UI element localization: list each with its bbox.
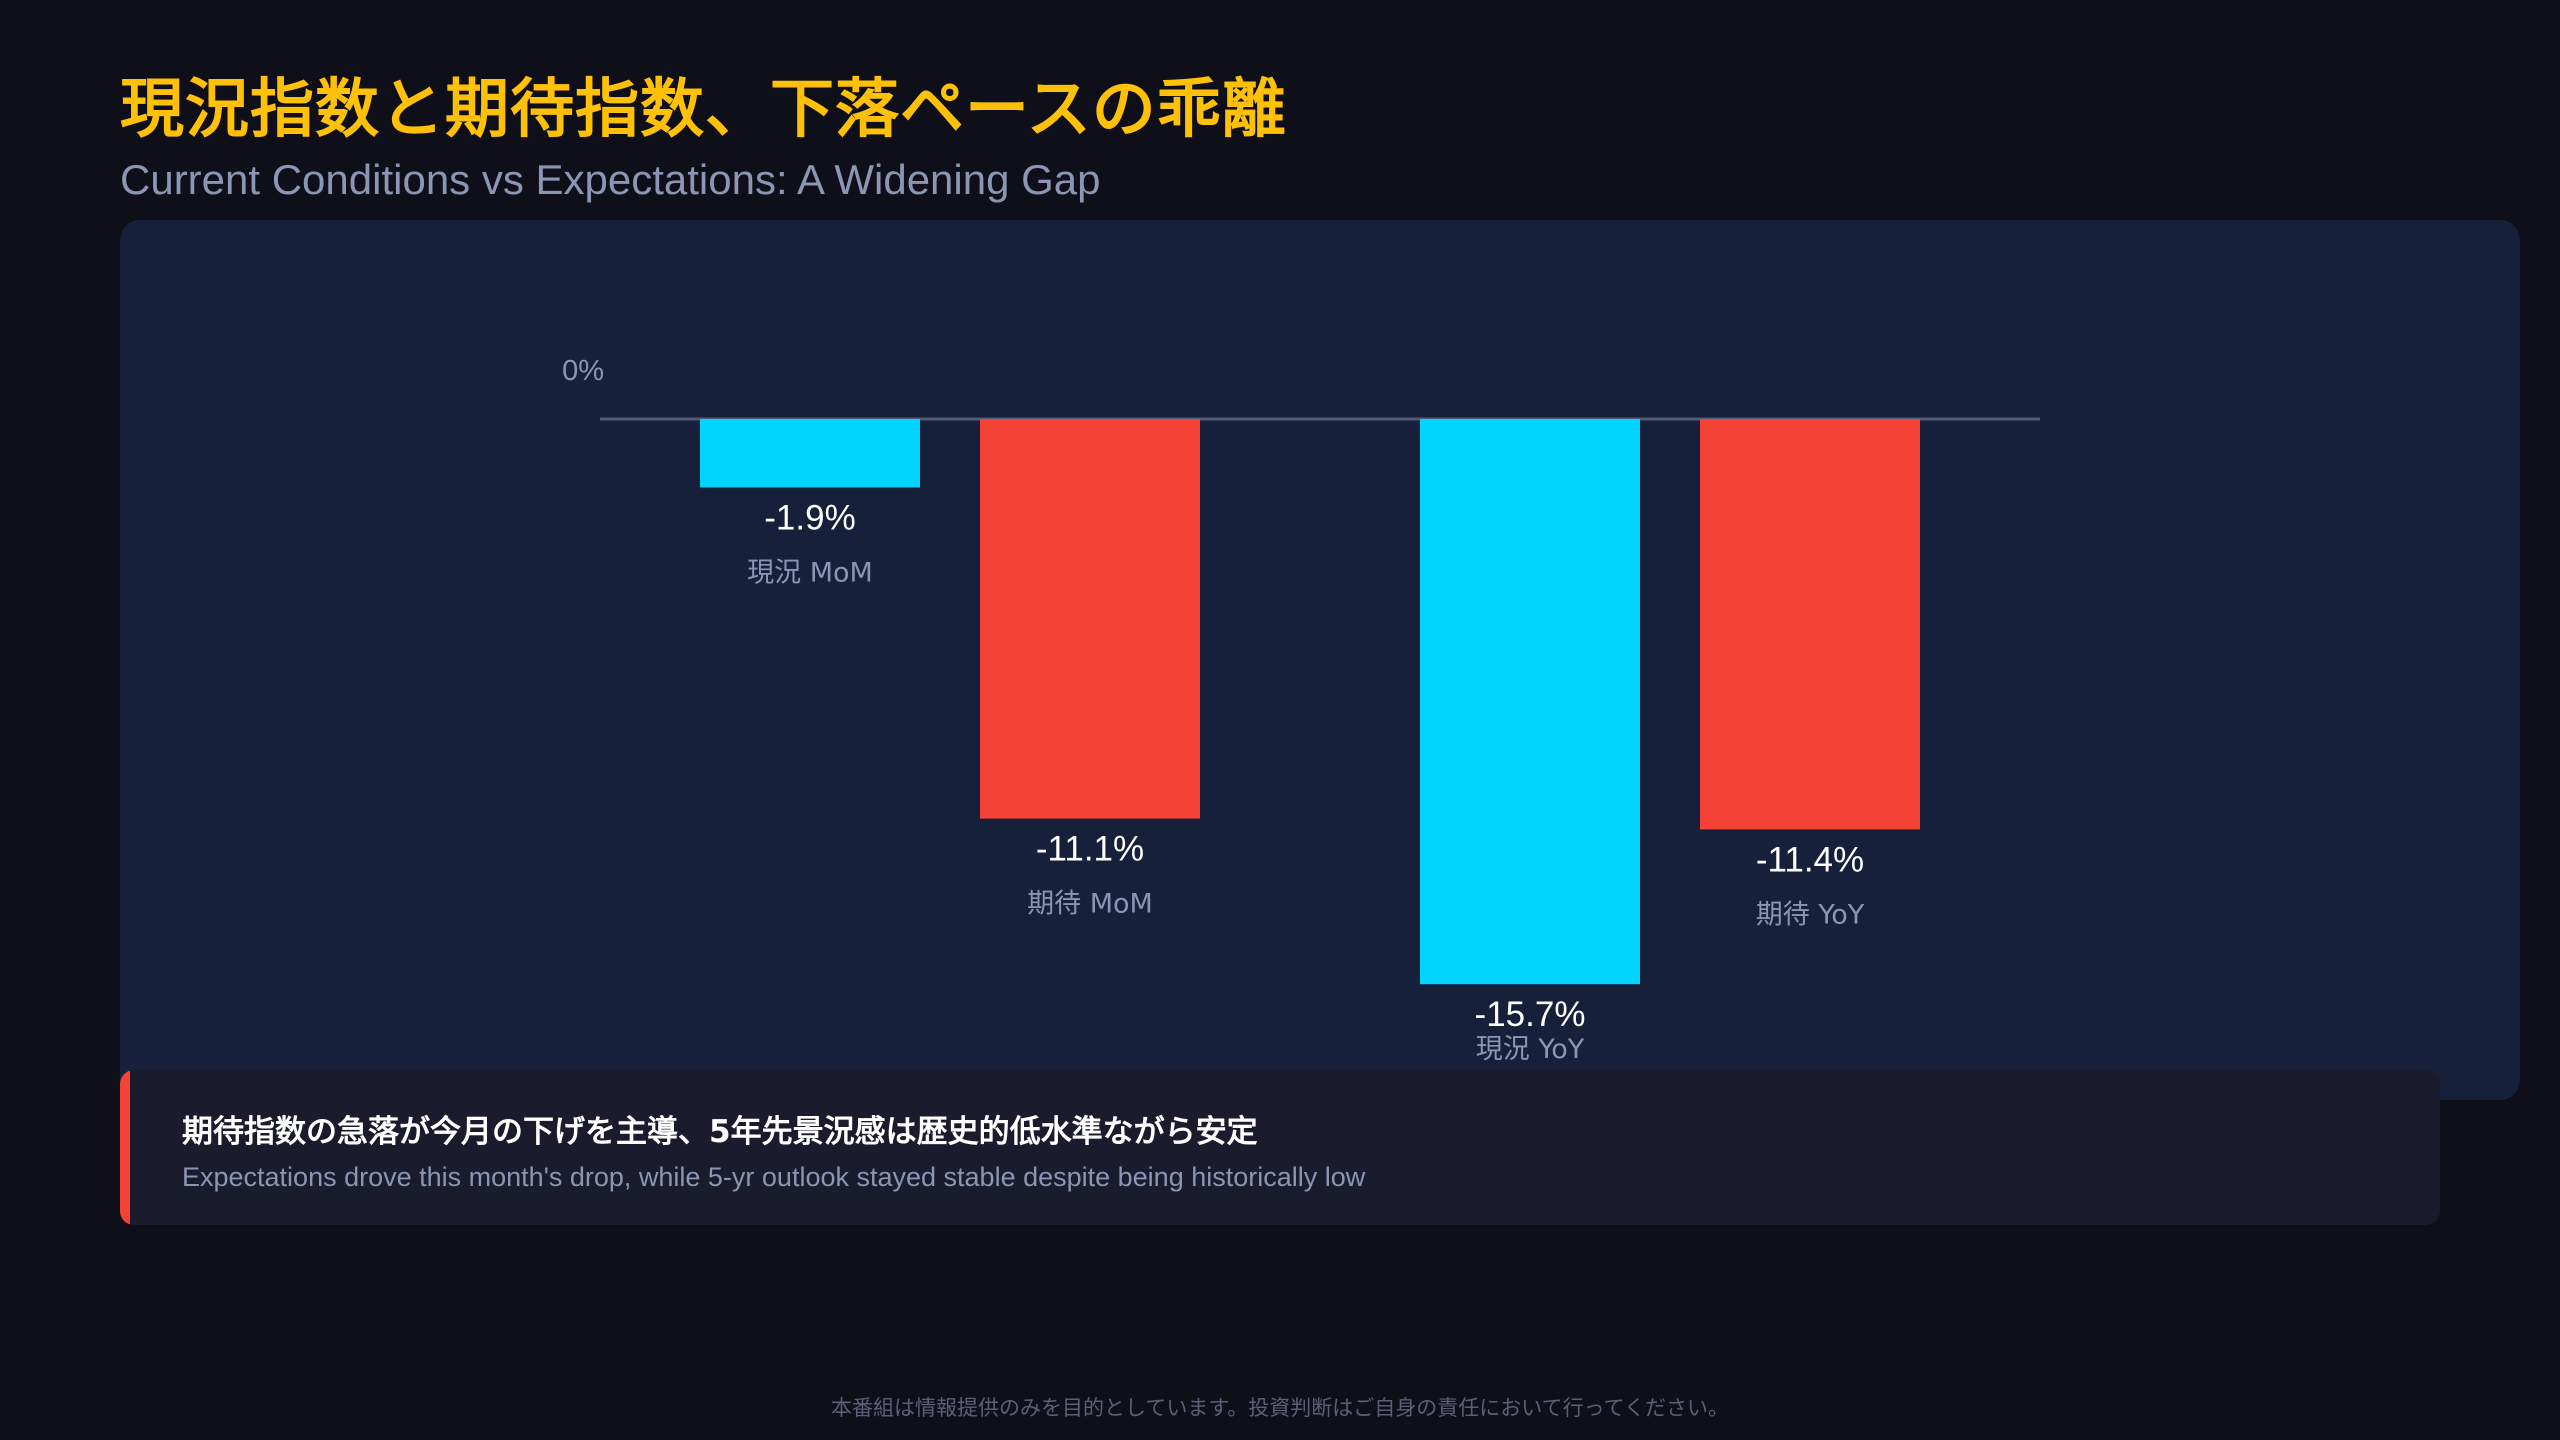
bar-2 <box>980 419 1200 819</box>
bar-category-label-4: 期待 YoY <box>1756 899 1865 930</box>
disclaimer-text: 本番組は情報提供のみを目的としています。投資判断はご自身の責任において行ってくだ… <box>831 1396 1729 1420</box>
bar-chart: 0% -1.9%現況 MoM-11.1%期待 MoM-15.7%現況 YoY-1… <box>562 355 2040 1065</box>
page-title: 現況指数と期待指数、下落ペースの乖離 <box>120 73 1287 147</box>
bar-value-label-3: -15.7% <box>1475 995 1586 1034</box>
bars-layer: -1.9% 現況 MoM -11.1% 期待 MoM -15.7%現況 YoY -11.4… <box>700 419 1920 1065</box>
page-subtitle: Current Conditions vs Expectations: A Wi… <box>120 156 1101 203</box>
bar-category-label-3: 現況 YoY <box>1476 1034 1585 1065</box>
callout-subtext: Expectations drove this month's drop, wh… <box>182 1162 1366 1192</box>
bar-value-label-4: -11.4% <box>1756 840 1864 879</box>
insight-callout: 期待指数の急落が今月の下げを主導、5年先景況感は歴史的低水準ながら安定 Expe… <box>120 1070 2440 1225</box>
bar-category-label-1: 現況 MoM <box>747 557 873 588</box>
bar-1 <box>700 419 920 488</box>
bar-4 <box>1700 419 1920 830</box>
chart-panel: 0% -1.9% 現況 MoM -11.1% 期待 MoM -15.7% 現況 YoY -1… <box>120 220 2520 1100</box>
bar-value-label-2: -11.1% <box>1036 830 1144 869</box>
zero-axis-label: 0% <box>562 355 604 387</box>
callout-headline: 期待指数の急落が今月の下げを主導、5年先景況感は歴史的低水準ながら安定 <box>182 1114 1258 1150</box>
bar-3 <box>1420 419 1640 985</box>
bar-category-label-2: 期待 MoM <box>1027 889 1153 920</box>
bar-value-label-1: -1.9% <box>764 498 855 537</box>
callout-accent-bar <box>120 1070 130 1225</box>
